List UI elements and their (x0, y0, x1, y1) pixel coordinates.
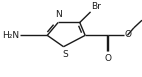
Text: H₂N: H₂N (2, 31, 20, 40)
Text: S: S (62, 50, 68, 59)
Text: O: O (105, 54, 112, 63)
Text: N: N (55, 10, 61, 19)
Text: Br: Br (91, 2, 101, 11)
Text: O: O (125, 30, 132, 40)
